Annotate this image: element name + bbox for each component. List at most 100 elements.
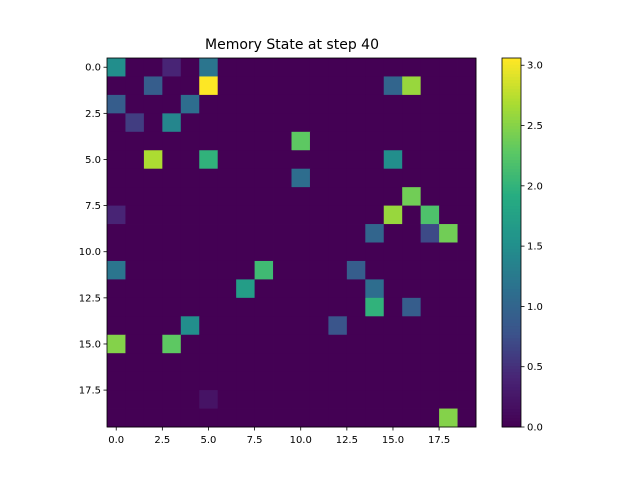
colorbar-segment (502, 417, 521, 422)
heatmap-cell (143, 334, 163, 354)
heatmap-cell (217, 94, 237, 114)
x-tick-label: 2.5 (154, 435, 170, 446)
heatmap-cell (199, 131, 219, 151)
heatmap-cell (236, 390, 255, 409)
colorbar-segment (502, 202, 521, 207)
heatmap-cell (180, 353, 200, 373)
heatmap-cell (143, 224, 163, 243)
colorbar-segment (502, 285, 521, 290)
heatmap-cell (254, 94, 274, 114)
heatmap-cell (162, 390, 182, 409)
colorbar-segment (502, 64, 521, 68)
heatmap-cell (273, 150, 292, 170)
heatmap-cell (273, 205, 292, 225)
heatmap-cell (217, 390, 237, 409)
heatmap-cell (365, 76, 385, 96)
heatmap-cell (236, 334, 255, 354)
colorbar-segment (502, 383, 521, 388)
heatmap-cell (328, 94, 348, 114)
heatmap-cell (273, 94, 292, 114)
heatmap-cell (254, 113, 274, 133)
heatmap-cell (291, 242, 311, 262)
colorbar-segment (502, 101, 521, 105)
chart-title: Memory State at step 40 (205, 37, 379, 53)
heatmap-cell (125, 224, 145, 243)
y-tick-label: 2.5 (85, 109, 101, 120)
y-tick-label: 15.0 (79, 339, 101, 350)
heatmap-cell (439, 150, 458, 170)
colorbar-segment (502, 356, 521, 360)
heatmap-cell (383, 408, 403, 428)
heatmap-cell (402, 334, 422, 354)
colorbar-segment (502, 408, 521, 413)
heatmap-cell (254, 390, 274, 409)
colorbar-segment (502, 270, 521, 274)
heatmap-cell (291, 408, 311, 428)
colorbar-segment (502, 187, 521, 191)
heatmap-cell (346, 168, 366, 188)
heatmap-cell (365, 371, 385, 391)
colorbar-segment (502, 67, 521, 71)
heatmap-cell (107, 224, 126, 243)
heatmap-cell (402, 408, 422, 428)
heatmap-cell (328, 242, 348, 262)
heatmap-cell (217, 168, 237, 188)
heatmap-cell (457, 260, 477, 280)
heatmap-cell (457, 76, 477, 96)
colorbar-segment (502, 58, 521, 62)
heatmap-cell (143, 131, 163, 151)
heatmap-cell (346, 205, 366, 225)
heatmap-cell (162, 168, 182, 188)
heatmap-cell (107, 279, 126, 299)
heatmap-cell (439, 131, 458, 151)
heatmap-cell (199, 58, 219, 77)
heatmap-cell (402, 113, 422, 133)
colorbar-segment (502, 156, 521, 160)
colorbar-segment (502, 322, 521, 327)
heatmap-cell (199, 408, 219, 428)
heatmap-cell (236, 353, 255, 373)
heatmap-cell (125, 260, 145, 280)
heatmap-cell (125, 279, 145, 299)
colorbar-segment (502, 316, 521, 320)
heatmap-cell (273, 316, 292, 336)
heatmap-cell (217, 408, 237, 428)
heatmap-cell (180, 297, 200, 317)
heatmap-cell (291, 316, 311, 336)
heatmap-cell (162, 150, 182, 170)
heatmap-cell (107, 408, 126, 428)
heatmap-cell (143, 316, 163, 336)
colorbar-segment (502, 399, 521, 403)
colorbar-segment (502, 390, 521, 394)
heatmap-cell (162, 297, 182, 317)
heatmap-cell (457, 242, 477, 262)
colorbar-segment (502, 88, 521, 93)
colorbar-segment (502, 119, 521, 124)
heatmap-cell (346, 224, 366, 243)
heatmap-cell (309, 131, 329, 151)
heatmap-cell (439, 242, 458, 262)
heatmap-cell (309, 260, 329, 280)
heatmap-cell (125, 94, 145, 114)
heatmap-cell (199, 334, 219, 354)
heatmap-cell (107, 242, 126, 262)
heatmap-cell (180, 205, 200, 225)
heatmap-cell (346, 150, 366, 170)
colorbar-segment (502, 137, 521, 142)
heatmap-cell (254, 131, 274, 151)
heatmap-cell (328, 279, 348, 299)
heatmap-cell (162, 224, 182, 243)
colorbar-segment (502, 125, 521, 130)
colorbar-segment (502, 279, 521, 283)
colorbar-segment (502, 353, 521, 357)
heatmap-cell (107, 260, 126, 280)
heatmap-cell (328, 187, 348, 206)
heatmap-cell (162, 113, 182, 133)
heatmap-cell (439, 76, 458, 96)
heatmap-cell (254, 408, 274, 428)
y-tick-label: 10.0 (79, 247, 101, 258)
heatmap-cell (236, 76, 255, 96)
colorbar-tick-label: 2.0 (527, 181, 543, 192)
colorbar-segment (502, 291, 521, 296)
colorbar-segment (502, 217, 521, 222)
